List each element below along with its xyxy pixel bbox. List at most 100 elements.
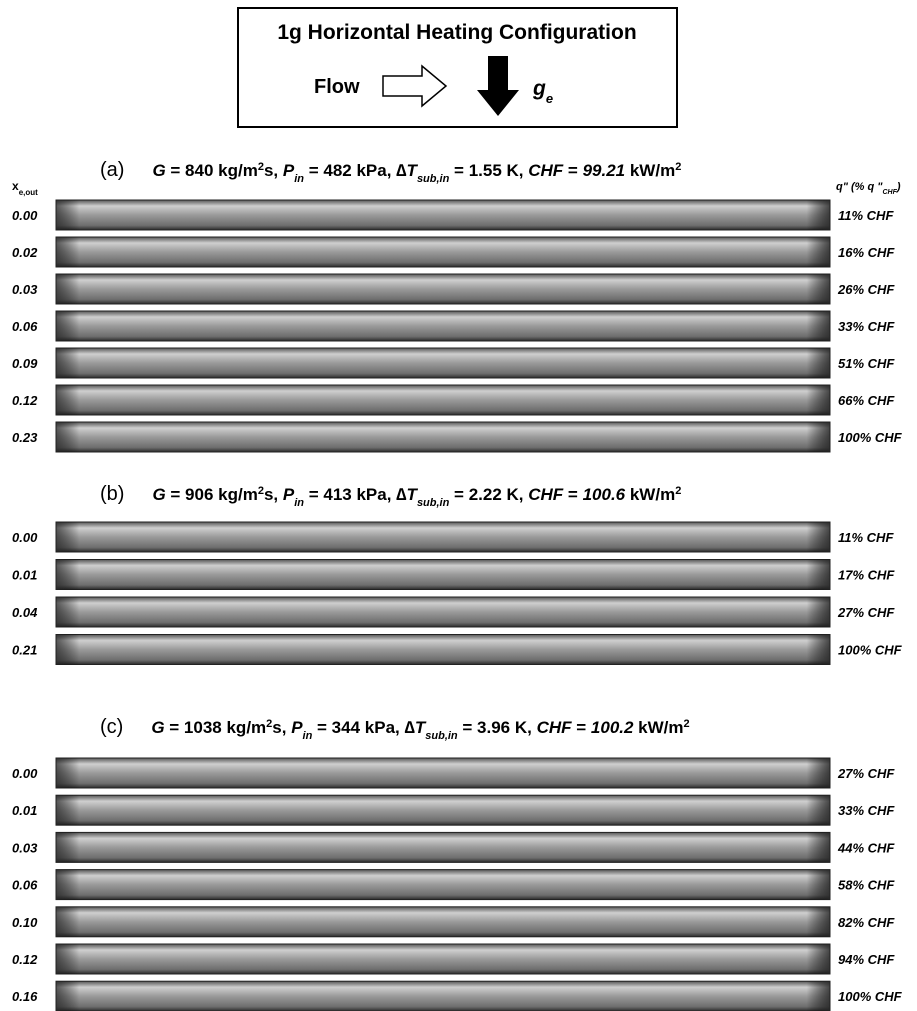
header-part: = 906 kg/m xyxy=(166,485,258,504)
quality-label: 0.23 xyxy=(12,430,38,445)
gravity-arrow xyxy=(477,56,519,116)
header-part: = xyxy=(572,718,591,737)
header-part: G xyxy=(151,718,164,737)
heat-flux-label: 58% CHF xyxy=(838,878,895,893)
flow-image-ends xyxy=(56,522,830,552)
gravity-label: ge xyxy=(532,77,553,106)
flow-image-ends xyxy=(56,200,830,230)
heat-flux-label: 82% CHF xyxy=(838,915,895,930)
flow-image-ends xyxy=(56,981,830,1011)
heat-flux-label: 100% CHF xyxy=(838,643,903,658)
header-part: s, xyxy=(264,161,283,180)
header-part: 2 xyxy=(684,718,690,730)
header-part: 2 xyxy=(675,161,681,173)
flow-image-ends xyxy=(56,795,830,826)
quality-label: 0.02 xyxy=(12,245,38,260)
heat-flux-label: 94% CHF xyxy=(838,952,895,967)
q-subscript: CHF xyxy=(882,189,897,196)
quality-label: 0.00 xyxy=(12,208,38,223)
header-part: 2 xyxy=(675,485,681,497)
flow-image-ends xyxy=(56,944,830,974)
quality-label: 0.00 xyxy=(12,766,38,781)
flow-image-ends xyxy=(56,559,830,590)
quality-label: 0.06 xyxy=(12,319,38,334)
header-part: s, xyxy=(272,718,291,737)
flow-image-ends xyxy=(56,311,830,341)
flow-image-ends xyxy=(56,422,830,452)
header-part: 100.2 xyxy=(591,718,634,737)
header-part: in xyxy=(294,497,304,509)
quality-label: 0.01 xyxy=(12,803,37,818)
header-part: kW/m xyxy=(625,161,675,180)
header-part: 100.6 xyxy=(583,485,626,504)
header-part: = 2.22 K, xyxy=(449,485,528,504)
heat-flux-label: 44% CHF xyxy=(837,840,895,855)
heat-flux-label: 11% CHF xyxy=(838,208,894,223)
header-part: in xyxy=(294,173,304,185)
header-part: = 413 kPa, ∆ xyxy=(304,485,407,504)
config-title: 1g Horizontal Heating Configuration xyxy=(277,21,636,44)
panel-header: (b) G = 906 kg/m2s, Pin = 413 kPa, ∆Tsub,… xyxy=(100,483,681,509)
header-part: sub,in xyxy=(425,730,458,742)
quality-label: 0.03 xyxy=(12,840,38,855)
gravity-subscript: e xyxy=(546,91,553,106)
heat-flux-label: 11% CHF xyxy=(838,530,894,545)
quality-label: 0.06 xyxy=(12,878,38,893)
heat-flux-label: 27% CHF xyxy=(837,605,895,620)
gravity-symbol: g xyxy=(532,77,546,100)
flow-image-ends xyxy=(56,906,830,937)
q-column-header: q" (% q "CHF) xyxy=(836,181,901,196)
quality-label: 0.01 xyxy=(12,568,37,583)
flow-image-ends xyxy=(56,634,830,665)
flow-label: Flow xyxy=(314,76,360,98)
x-subscript: e,out xyxy=(19,188,38,197)
q-close: ) xyxy=(896,181,901,193)
header-part: in xyxy=(303,730,313,742)
header-part: sub,in xyxy=(417,497,450,509)
heat-flux-label: 17% CHF xyxy=(838,568,895,583)
heat-flux-label: 33% CHF xyxy=(838,319,895,334)
header-part: CHF xyxy=(528,161,564,180)
quality-label: 0.10 xyxy=(12,915,38,930)
header-part: T xyxy=(415,718,427,737)
header-part: = 840 kg/m xyxy=(166,161,258,180)
header-part: kW/m xyxy=(625,485,675,504)
x-symbol: x xyxy=(12,179,19,193)
header-part: 99.21 xyxy=(583,161,626,180)
header-part: CHF xyxy=(537,718,573,737)
header-part: = xyxy=(563,161,582,180)
quality-label: 0.00 xyxy=(12,530,38,545)
flow-image-ends xyxy=(56,832,830,863)
header-part: P xyxy=(283,485,295,504)
heat-flux-label: 51% CHF xyxy=(838,356,895,371)
header-part: = 344 kPa, ∆ xyxy=(312,718,415,737)
quality-label: 0.16 xyxy=(12,989,38,1004)
flow-image-ends xyxy=(56,274,830,304)
heat-flux-label: 27% CHF xyxy=(837,766,895,781)
header-part: 2 xyxy=(266,718,272,730)
quality-label: 0.03 xyxy=(12,282,38,297)
x-column-header: xe,out xyxy=(12,179,38,197)
header-part: = 482 kPa, ∆ xyxy=(304,161,407,180)
header-part: T xyxy=(407,485,419,504)
flow-image-ends xyxy=(56,597,830,627)
header-part: = 1038 kg/m xyxy=(165,718,267,737)
header-part: = 1.55 K, xyxy=(449,161,528,180)
header-part: sub,in xyxy=(417,173,450,185)
flow-image-ends xyxy=(56,348,830,378)
flow-image-ends xyxy=(56,237,830,267)
heat-flux-label: 26% CHF xyxy=(837,282,895,297)
header-part: (a) xyxy=(100,159,124,181)
header-part: (c) xyxy=(100,716,123,738)
header-part: kW/m xyxy=(633,718,683,737)
flow-arrow xyxy=(382,64,448,108)
header-part: = xyxy=(563,485,582,504)
config-box xyxy=(237,7,678,128)
header-part: (b) xyxy=(100,483,124,505)
quality-label: 0.09 xyxy=(12,356,38,371)
heat-flux-label: 100% CHF xyxy=(838,989,903,1004)
quality-label: 0.12 xyxy=(12,393,38,408)
quality-label: 0.04 xyxy=(12,605,38,620)
flow-image-ends xyxy=(56,385,830,415)
